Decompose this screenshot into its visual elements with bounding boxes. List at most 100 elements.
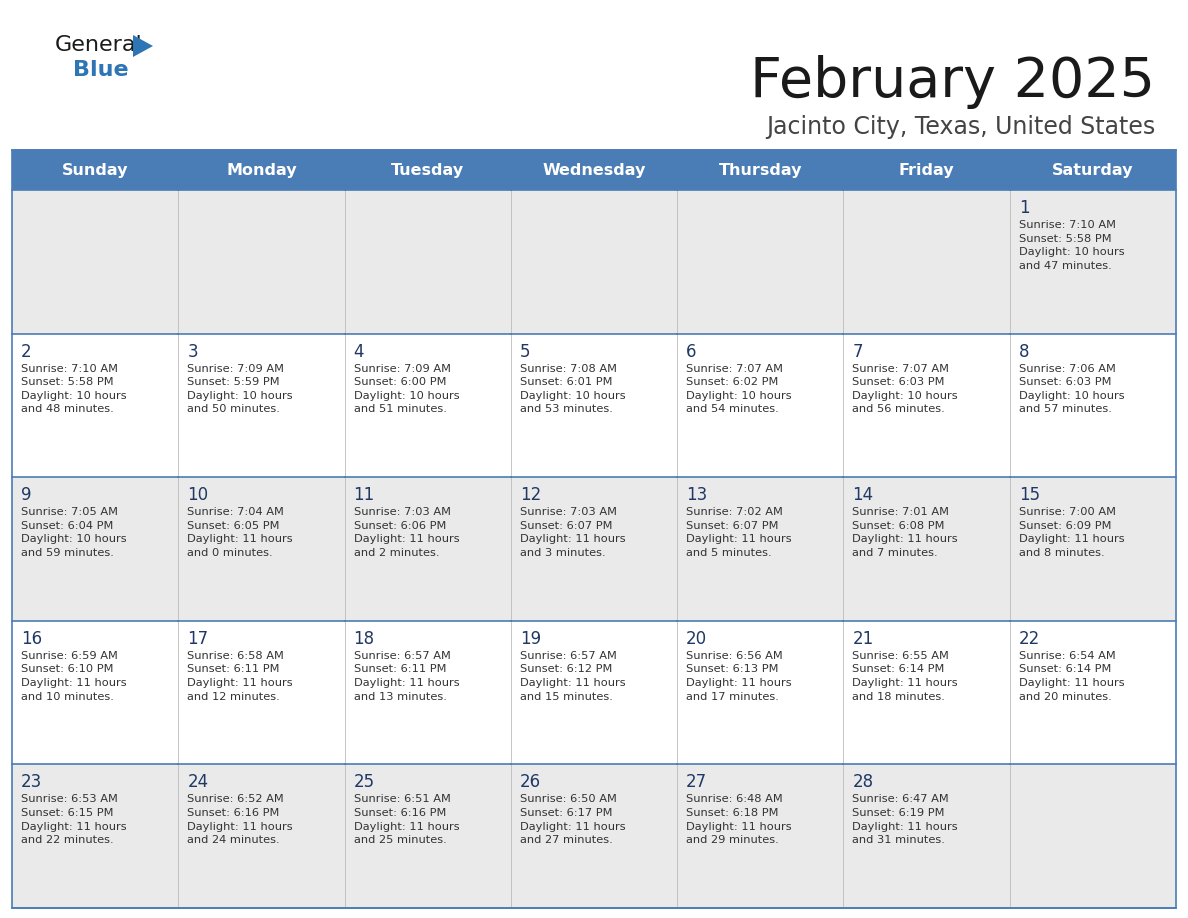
Text: 13: 13 — [687, 487, 707, 504]
Text: Sunrise: 7:01 AM
Sunset: 6:08 PM
Daylight: 11 hours
and 7 minutes.: Sunrise: 7:01 AM Sunset: 6:08 PM Dayligh… — [853, 508, 958, 558]
Text: Sunrise: 7:04 AM
Sunset: 6:05 PM
Daylight: 11 hours
and 0 minutes.: Sunrise: 7:04 AM Sunset: 6:05 PM Dayligh… — [188, 508, 293, 558]
Text: 11: 11 — [354, 487, 375, 504]
Bar — [843, 190, 1010, 333]
Text: 16: 16 — [21, 630, 42, 648]
Bar — [178, 333, 345, 477]
Text: 28: 28 — [853, 773, 873, 791]
Text: Sunrise: 7:07 AM
Sunset: 6:03 PM
Daylight: 10 hours
and 56 minutes.: Sunrise: 7:07 AM Sunset: 6:03 PM Dayligh… — [853, 364, 958, 414]
Text: Sunrise: 6:53 AM
Sunset: 6:15 PM
Daylight: 11 hours
and 22 minutes.: Sunrise: 6:53 AM Sunset: 6:15 PM Dayligh… — [21, 794, 127, 845]
Text: 20: 20 — [687, 630, 707, 648]
Bar — [677, 190, 843, 333]
Bar — [843, 765, 1010, 908]
Bar — [677, 765, 843, 908]
Bar — [1010, 333, 1176, 477]
Bar — [12, 333, 178, 477]
Bar — [345, 333, 511, 477]
Bar — [1010, 190, 1176, 333]
Text: General: General — [55, 35, 143, 55]
Text: Sunrise: 6:54 AM
Sunset: 6:14 PM
Daylight: 11 hours
and 20 minutes.: Sunrise: 6:54 AM Sunset: 6:14 PM Dayligh… — [1019, 651, 1124, 701]
Bar — [511, 190, 677, 333]
Text: Sunrise: 7:10 AM
Sunset: 5:58 PM
Daylight: 10 hours
and 48 minutes.: Sunrise: 7:10 AM Sunset: 5:58 PM Dayligh… — [21, 364, 127, 414]
Text: Tuesday: Tuesday — [391, 162, 465, 177]
Bar — [12, 150, 1176, 908]
Bar — [178, 621, 345, 765]
Text: 26: 26 — [520, 773, 541, 791]
Text: 10: 10 — [188, 487, 208, 504]
Text: February 2025: February 2025 — [750, 55, 1155, 109]
Text: Saturday: Saturday — [1053, 162, 1133, 177]
Text: Sunrise: 7:08 AM
Sunset: 6:01 PM
Daylight: 10 hours
and 53 minutes.: Sunrise: 7:08 AM Sunset: 6:01 PM Dayligh… — [520, 364, 626, 414]
Text: Blue: Blue — [72, 60, 128, 80]
Text: 1: 1 — [1019, 199, 1029, 217]
Text: 9: 9 — [21, 487, 32, 504]
Text: 25: 25 — [354, 773, 374, 791]
Text: Sunrise: 6:55 AM
Sunset: 6:14 PM
Daylight: 11 hours
and 18 minutes.: Sunrise: 6:55 AM Sunset: 6:14 PM Dayligh… — [853, 651, 958, 701]
Bar — [345, 765, 511, 908]
Bar — [843, 477, 1010, 621]
Bar — [1010, 621, 1176, 765]
Text: Sunrise: 7:02 AM
Sunset: 6:07 PM
Daylight: 11 hours
and 5 minutes.: Sunrise: 7:02 AM Sunset: 6:07 PM Dayligh… — [687, 508, 791, 558]
Bar — [511, 477, 677, 621]
Text: Sunrise: 7:03 AM
Sunset: 6:06 PM
Daylight: 11 hours
and 2 minutes.: Sunrise: 7:03 AM Sunset: 6:06 PM Dayligh… — [354, 508, 460, 558]
Bar — [677, 621, 843, 765]
Text: 27: 27 — [687, 773, 707, 791]
Bar — [178, 477, 345, 621]
Text: Sunrise: 6:47 AM
Sunset: 6:19 PM
Daylight: 11 hours
and 31 minutes.: Sunrise: 6:47 AM Sunset: 6:19 PM Dayligh… — [853, 794, 958, 845]
Text: 24: 24 — [188, 773, 208, 791]
Bar — [1010, 477, 1176, 621]
Bar — [1010, 765, 1176, 908]
Text: Sunrise: 7:05 AM
Sunset: 6:04 PM
Daylight: 10 hours
and 59 minutes.: Sunrise: 7:05 AM Sunset: 6:04 PM Dayligh… — [21, 508, 127, 558]
Text: 8: 8 — [1019, 342, 1029, 361]
Text: Wednesday: Wednesday — [542, 162, 646, 177]
Text: 5: 5 — [520, 342, 530, 361]
Bar — [345, 190, 511, 333]
Text: Sunrise: 7:03 AM
Sunset: 6:07 PM
Daylight: 11 hours
and 3 minutes.: Sunrise: 7:03 AM Sunset: 6:07 PM Dayligh… — [520, 508, 626, 558]
Text: Sunrise: 7:06 AM
Sunset: 6:03 PM
Daylight: 10 hours
and 57 minutes.: Sunrise: 7:06 AM Sunset: 6:03 PM Dayligh… — [1019, 364, 1124, 414]
Bar — [677, 333, 843, 477]
Text: Sunrise: 7:09 AM
Sunset: 5:59 PM
Daylight: 10 hours
and 50 minutes.: Sunrise: 7:09 AM Sunset: 5:59 PM Dayligh… — [188, 364, 293, 414]
Bar — [511, 765, 677, 908]
Bar — [843, 333, 1010, 477]
Text: 19: 19 — [520, 630, 541, 648]
Bar — [511, 333, 677, 477]
Text: 14: 14 — [853, 487, 873, 504]
Text: 3: 3 — [188, 342, 198, 361]
Text: Sunrise: 6:50 AM
Sunset: 6:17 PM
Daylight: 11 hours
and 27 minutes.: Sunrise: 6:50 AM Sunset: 6:17 PM Dayligh… — [520, 794, 626, 845]
Bar — [345, 621, 511, 765]
Bar — [12, 477, 178, 621]
Text: Friday: Friday — [899, 162, 954, 177]
Polygon shape — [133, 35, 153, 57]
Text: Sunrise: 6:59 AM
Sunset: 6:10 PM
Daylight: 11 hours
and 10 minutes.: Sunrise: 6:59 AM Sunset: 6:10 PM Dayligh… — [21, 651, 127, 701]
Text: Sunday: Sunday — [62, 162, 128, 177]
Bar — [178, 765, 345, 908]
Text: Thursday: Thursday — [719, 162, 802, 177]
Bar — [677, 477, 843, 621]
Text: Sunrise: 6:56 AM
Sunset: 6:13 PM
Daylight: 11 hours
and 17 minutes.: Sunrise: 6:56 AM Sunset: 6:13 PM Dayligh… — [687, 651, 791, 701]
Bar — [345, 477, 511, 621]
Text: Sunrise: 6:51 AM
Sunset: 6:16 PM
Daylight: 11 hours
and 25 minutes.: Sunrise: 6:51 AM Sunset: 6:16 PM Dayligh… — [354, 794, 460, 845]
Bar — [511, 621, 677, 765]
Text: Sunrise: 6:57 AM
Sunset: 6:12 PM
Daylight: 11 hours
and 15 minutes.: Sunrise: 6:57 AM Sunset: 6:12 PM Dayligh… — [520, 651, 626, 701]
Text: Sunrise: 6:58 AM
Sunset: 6:11 PM
Daylight: 11 hours
and 12 minutes.: Sunrise: 6:58 AM Sunset: 6:11 PM Dayligh… — [188, 651, 293, 701]
Bar — [843, 621, 1010, 765]
Bar — [12, 621, 178, 765]
Text: Monday: Monday — [226, 162, 297, 177]
Text: Sunrise: 6:48 AM
Sunset: 6:18 PM
Daylight: 11 hours
and 29 minutes.: Sunrise: 6:48 AM Sunset: 6:18 PM Dayligh… — [687, 794, 791, 845]
Text: Sunrise: 7:10 AM
Sunset: 5:58 PM
Daylight: 10 hours
and 47 minutes.: Sunrise: 7:10 AM Sunset: 5:58 PM Dayligh… — [1019, 220, 1124, 271]
Bar — [12, 150, 1176, 190]
Text: 12: 12 — [520, 487, 541, 504]
Text: 23: 23 — [21, 773, 43, 791]
Text: Jacinto City, Texas, United States: Jacinto City, Texas, United States — [766, 115, 1155, 139]
Text: 15: 15 — [1019, 487, 1040, 504]
Text: Sunrise: 6:57 AM
Sunset: 6:11 PM
Daylight: 11 hours
and 13 minutes.: Sunrise: 6:57 AM Sunset: 6:11 PM Dayligh… — [354, 651, 460, 701]
Bar — [178, 190, 345, 333]
Bar — [12, 765, 178, 908]
Text: Sunrise: 7:00 AM
Sunset: 6:09 PM
Daylight: 11 hours
and 8 minutes.: Sunrise: 7:00 AM Sunset: 6:09 PM Dayligh… — [1019, 508, 1124, 558]
Text: Sunrise: 7:09 AM
Sunset: 6:00 PM
Daylight: 10 hours
and 51 minutes.: Sunrise: 7:09 AM Sunset: 6:00 PM Dayligh… — [354, 364, 460, 414]
Bar — [12, 190, 178, 333]
Text: 7: 7 — [853, 342, 862, 361]
Text: 17: 17 — [188, 630, 208, 648]
Text: 22: 22 — [1019, 630, 1040, 648]
Text: 4: 4 — [354, 342, 364, 361]
Text: Sunrise: 6:52 AM
Sunset: 6:16 PM
Daylight: 11 hours
and 24 minutes.: Sunrise: 6:52 AM Sunset: 6:16 PM Dayligh… — [188, 794, 293, 845]
